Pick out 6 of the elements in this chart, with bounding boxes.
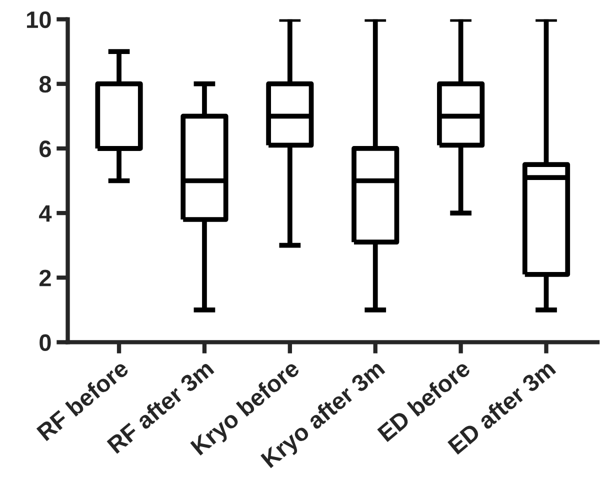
y-tick-label: 6 (40, 140, 51, 158)
y-tick-label: 4 (39, 205, 52, 222)
y-tick-label: 2 (39, 270, 51, 286)
y-tick-label: 10 (27, 11, 51, 28)
y-tick-label: 0 (40, 334, 51, 352)
y-tick-label: 8 (39, 76, 52, 93)
